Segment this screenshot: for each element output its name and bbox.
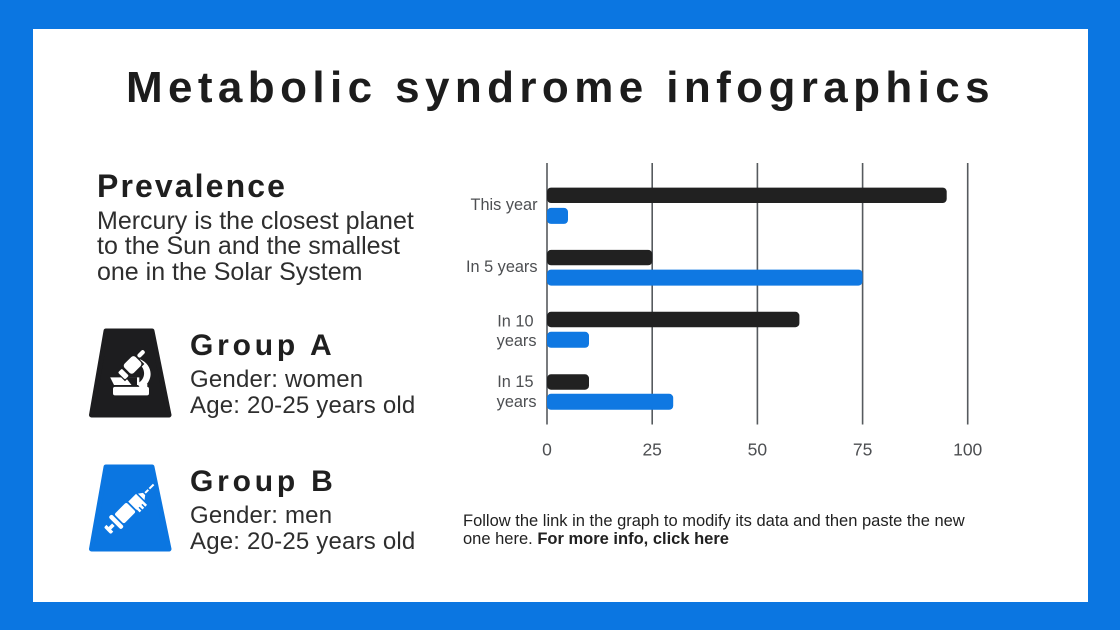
svg-text:years: years — [497, 332, 537, 350]
svg-text:In 15: In 15 — [497, 373, 533, 391]
svg-text:75: 75 — [853, 440, 872, 460]
svg-text:In 10: In 10 — [497, 312, 533, 330]
svg-text:years: years — [497, 393, 537, 411]
svg-text:0: 0 — [542, 440, 552, 460]
svg-text:100: 100 — [953, 440, 982, 460]
svg-text:In 5 years: In 5 years — [466, 258, 538, 276]
svg-text:50: 50 — [748, 440, 768, 460]
svg-text:This year: This year — [471, 196, 539, 214]
svg-text:25: 25 — [642, 440, 661, 460]
